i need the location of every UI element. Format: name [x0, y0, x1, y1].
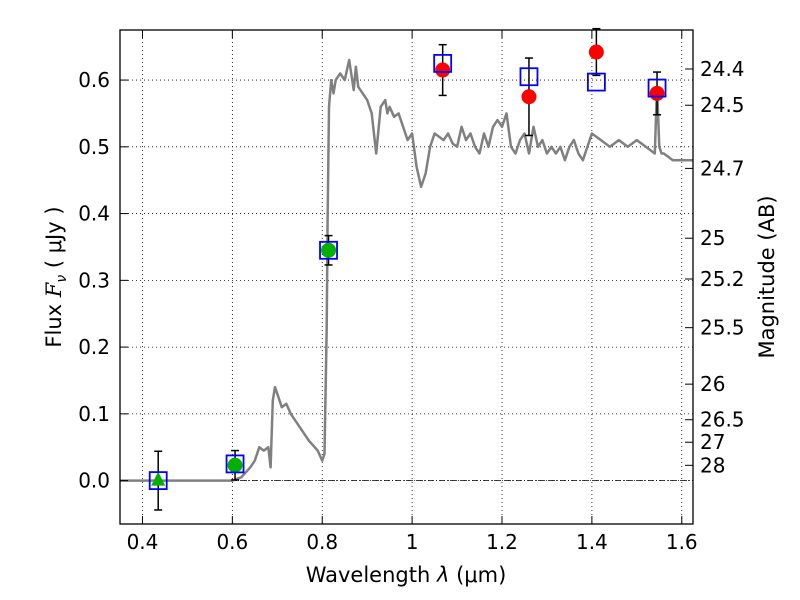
- model-photometry-point: [225, 454, 245, 474]
- detection-point: [321, 242, 337, 258]
- magnitude-tick-label: 25.5: [700, 316, 745, 340]
- model-photometry-point: [148, 471, 168, 491]
- y-axis-label: Flux Fν ( μJy ): [42, 206, 70, 347]
- magnitude-tick-label: 24.4: [700, 57, 745, 81]
- model-photometry-point: [647, 78, 667, 98]
- x-tick-label: 0.8: [306, 530, 338, 554]
- model-photometry-point: [519, 67, 539, 87]
- x-tick-label: 1.2: [486, 530, 518, 554]
- magnitude-tick-label: 26.5: [700, 408, 745, 432]
- magnitude-tick-label: 27: [700, 430, 725, 454]
- nir-detection-point: [435, 62, 451, 78]
- detection-point: [227, 457, 243, 473]
- grid-layer: [120, 30, 693, 524]
- error-bar-layer: [154, 27, 662, 511]
- magnitude-tick-label: 26: [700, 372, 725, 396]
- y-tick-label: 0.5: [78, 135, 110, 159]
- x-tick-label: 1.6: [666, 530, 698, 554]
- y-tick-label: 0.6: [78, 68, 110, 92]
- y-tick-label: 0.3: [78, 268, 110, 292]
- x-axis-label: Wavelength λ (μm): [306, 563, 507, 587]
- x-tick-label: 0.6: [216, 530, 248, 554]
- plot-frame: [119, 29, 694, 525]
- nir-detection-point: [521, 89, 537, 105]
- model-photometry-point: [319, 240, 338, 260]
- y-tick-label: 0.0: [78, 469, 110, 493]
- magnitude-tick-label: 25.2: [700, 267, 745, 291]
- model-spectrum-layer: [120, 58, 693, 482]
- magnitude-tick-label: 28: [700, 453, 725, 477]
- upper-limit-point: [151, 471, 166, 486]
- y-axis-ticks: 0.0 0.1 0.2 0.3 0.4 0.5 0.6: [78, 68, 128, 493]
- magnitude-tick-label: 24.5: [700, 93, 745, 117]
- y-tick-label: 0.4: [78, 202, 110, 226]
- y2-axis-label: Magnitude (AB): [755, 195, 779, 358]
- model-spectrum-line: [120, 58, 693, 482]
- marker-layer: [151, 44, 665, 486]
- x-tick-label: 1: [406, 530, 419, 554]
- magnitude-tick-label: 25: [700, 226, 725, 250]
- model-photometry-layer: [148, 53, 667, 491]
- nir-detection-point: [588, 44, 604, 60]
- y-tick-label: 0.1: [78, 402, 110, 426]
- model-photometry-point: [433, 53, 453, 73]
- y-tick-label: 0.2: [78, 335, 110, 359]
- x-tick-label: 1.4: [576, 530, 608, 554]
- x-tick-label: 0.4: [127, 530, 159, 554]
- magnitude-tick-label: 24.7: [700, 156, 745, 180]
- model-photometry-point: [586, 72, 606, 92]
- x-axis-ticks: 0.4 0.6 0.8 1 1.2 1.4 1.6: [127, 30, 698, 554]
- nir-detection-point: [649, 85, 665, 101]
